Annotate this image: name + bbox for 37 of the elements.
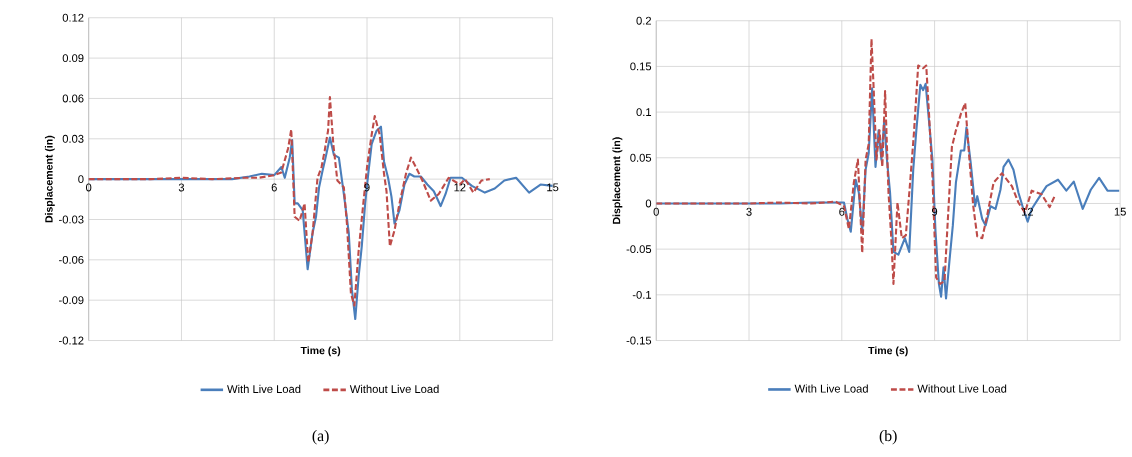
y-tick-label: 0.15: [630, 62, 652, 71]
x-axis-title: Time (s): [300, 346, 341, 357]
x-tick-label: 9: [931, 207, 938, 216]
y-tick-label: -0.09: [59, 296, 84, 305]
legend-label: With Live Load: [227, 384, 301, 393]
y-tick-label: 0.05: [630, 153, 652, 162]
x-tick-label: 15: [1114, 207, 1126, 216]
y-tick-label: 0.2: [636, 16, 652, 25]
text: (a): [312, 430, 329, 445]
legend-label: Without Live Load: [917, 384, 1007, 393]
legend-label: With Live Load: [794, 384, 868, 393]
x-tick-label: 6: [839, 207, 845, 216]
y-tick-label: 0: [78, 175, 84, 184]
y-tick-label: -0.1: [632, 290, 652, 299]
y-tick-label: -0.06: [59, 255, 84, 264]
text: (b): [879, 430, 897, 445]
y-axis-title: Displacement (in): [612, 137, 623, 224]
x-tick-label: 0: [85, 183, 92, 192]
x-tick-label: 0: [653, 207, 659, 216]
y-tick-label: 0.09: [62, 54, 84, 63]
legend-label: Without Live Load: [349, 384, 439, 393]
y-tick-label: 0.1: [636, 108, 652, 117]
x-axis-title: Time (s): [868, 346, 908, 357]
x-tick-label: 3: [178, 183, 185, 192]
x-tick-label: 3: [746, 207, 752, 216]
y-tick-label: 0.12: [62, 13, 84, 22]
y-tick-label: -0.03: [59, 215, 84, 224]
x-tick-label: 6: [271, 183, 277, 192]
y-tick-label: -0.05: [626, 245, 652, 254]
y-tick-label: 0.03: [62, 134, 84, 143]
y-tick-label: 0: [645, 199, 652, 208]
y-tick-label: -0.12: [59, 336, 84, 345]
y-tick-label: 0.06: [62, 94, 84, 103]
y-axis-title: Displacement (in): [44, 135, 55, 223]
x-tick-label: 12: [454, 183, 466, 192]
y-tick-label: -0.15: [626, 336, 652, 345]
x-tick-label: 15: [547, 183, 559, 192]
